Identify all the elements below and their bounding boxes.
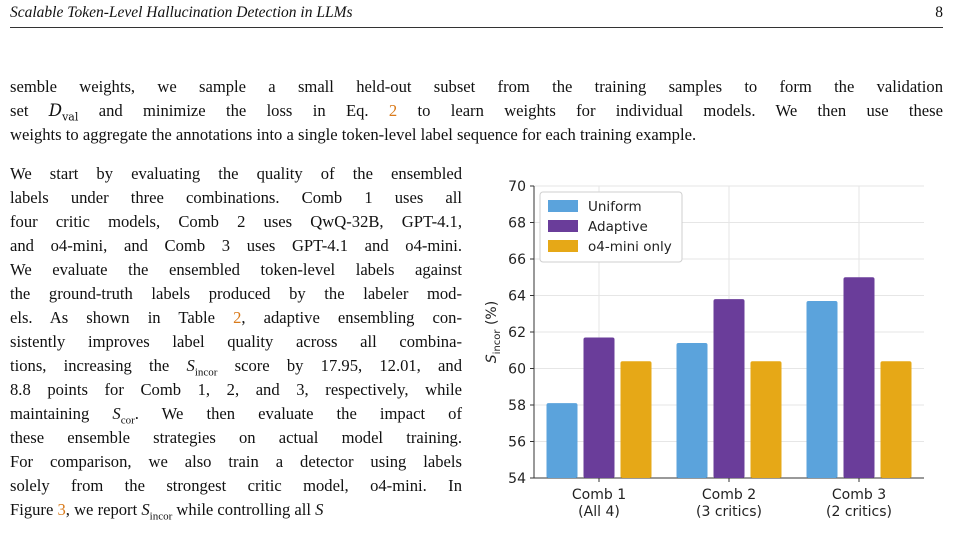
x-tick-label: (All 4): [578, 504, 620, 520]
x-tick-label: Comb 2: [702, 487, 756, 503]
legend-label: o4-mini only: [588, 239, 672, 255]
x-tick-label: Comb 1: [572, 487, 626, 503]
body-line: els. As shown in Table 2, adaptive ensem…: [10, 308, 462, 327]
figure-ref-link[interactable]: 3: [57, 500, 66, 519]
table-ref-link[interactable]: 2: [233, 308, 242, 327]
bar-o4-mini-only: [750, 361, 782, 478]
body-line: solely from the strongest critic model, …: [10, 476, 462, 495]
bar-adaptive: [843, 277, 875, 478]
s-cor-symbol: Scor: [112, 404, 135, 427]
running-title: Scalable Token-Level Hallucination Detec…: [10, 4, 353, 21]
x-tick-label: (2 critics): [826, 504, 892, 520]
bar-adaptive: [713, 299, 745, 478]
intro-line-2: set Dval and minimize the loss in Eq. 2 …: [10, 101, 943, 124]
page-number: 8: [935, 4, 943, 21]
y-tick-label: 70: [508, 179, 526, 195]
bar-o4-mini-only: [880, 361, 912, 478]
x-tick-label: (3 critics): [696, 504, 762, 520]
y-axis-label: Sincor (%): [484, 301, 503, 363]
body-line: Figure 3, we report Sincor while control…: [10, 500, 324, 523]
x-tick-label: Comb 3: [832, 487, 886, 503]
intro-paragraph: semble weights, we sample a small held-o…: [10, 75, 943, 147]
body-line: For comparison, we also train a detector…: [10, 452, 462, 471]
y-tick-label: 60: [508, 362, 526, 378]
y-tick-label: 54: [508, 471, 526, 487]
y-tick-label: 58: [508, 398, 526, 414]
bar-chart: 54 56 58 60 62 64 66 68 70 Comb 1(All 4) Comb 2(3 …: [484, 179, 924, 520]
body-line: sistently improves label quality across …: [10, 332, 462, 351]
legend-swatch: [548, 220, 578, 232]
legend-label: Adaptive: [588, 219, 648, 235]
body-line: We start by evaluating the quality of th…: [10, 164, 462, 183]
bar-o4-mini-only: [620, 361, 652, 478]
legend-label: Uniform: [588, 199, 642, 215]
body-line: 8.8 points for Comb 1, 2, and 3, respect…: [10, 380, 462, 399]
y-tick-label: 66: [508, 252, 526, 268]
header-rule: [10, 27, 943, 28]
body-line: maintaining Scor. We then evaluate the i…: [10, 404, 462, 427]
bar-adaptive: [583, 337, 615, 478]
y-tick-label: 56: [508, 435, 526, 451]
legend-swatch: [548, 240, 578, 252]
body-line: these ensemble strategies on actual mode…: [10, 428, 462, 447]
body-line: the ground-truth labels produced by the …: [10, 284, 462, 303]
y-tick-label: 64: [508, 289, 526, 305]
bar-uniform: [676, 342, 708, 478]
intro-line-1: semble weights, we sample a small held-o…: [10, 77, 943, 96]
body-line: We evaluate the ensembled token-level la…: [10, 260, 462, 279]
y-tick-label: 68: [508, 216, 526, 232]
y-tick-label: 62: [508, 325, 526, 341]
intro-line-3: weights to aggregate the annotations int…: [10, 125, 697, 144]
body-line: and o4-mini, and Comb 3 uses GPT-4.1 and…: [10, 236, 462, 255]
eq-ref-link[interactable]: 2: [388, 101, 398, 120]
d-val-symbol: Dval: [48, 101, 79, 124]
running-head: Scalable Token-Level Hallucination Detec…: [10, 4, 943, 22]
body-line: labels under three combinations. Comb 1 …: [10, 188, 462, 207]
body-paragraph: We start by evaluating the quality of th…: [10, 162, 462, 522]
body-line: tions, increasing the Sincor score by 17…: [10, 356, 462, 379]
body-line: four critic models, Comb 2 uses QwQ-32B,…: [10, 212, 462, 231]
legend-swatch: [548, 200, 578, 212]
bar-uniform: [806, 300, 838, 478]
s-incor-symbol: Sincor: [186, 356, 218, 379]
bar-uniform: [546, 403, 578, 478]
